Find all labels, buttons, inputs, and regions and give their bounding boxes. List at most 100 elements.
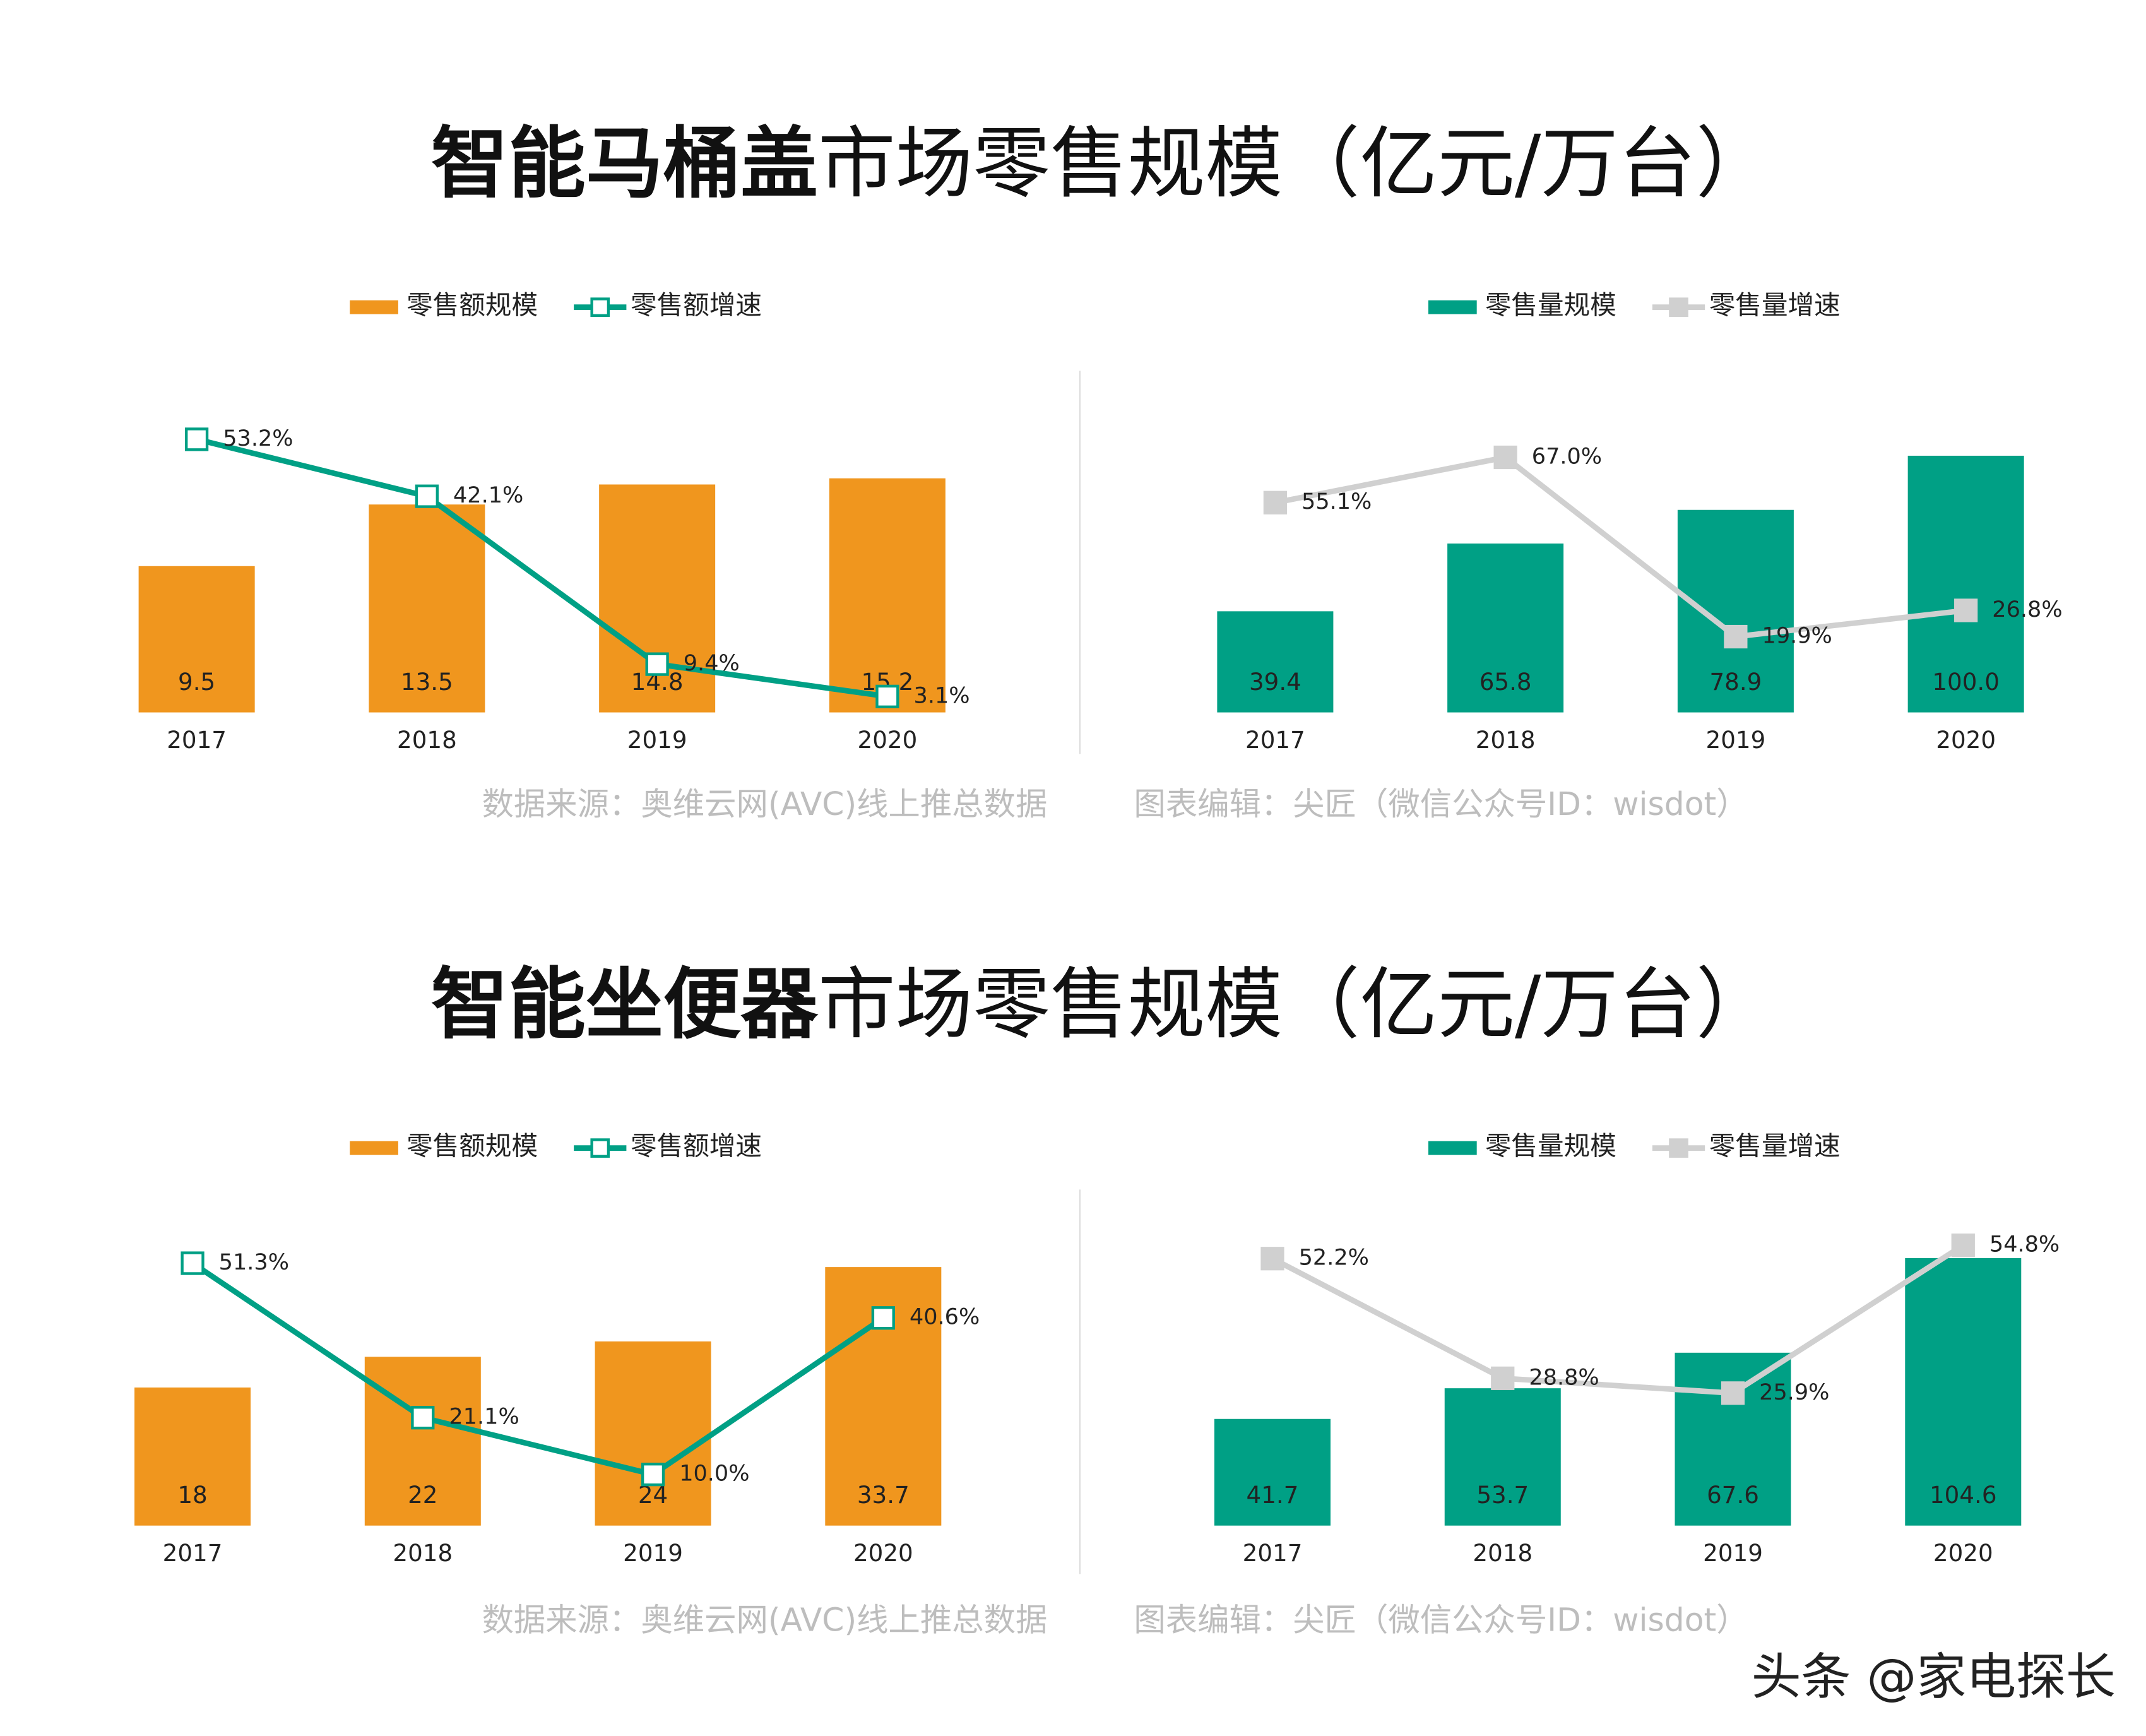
section-title: 智能坐便器市场零售规模（亿元/万台） xyxy=(431,959,1774,1049)
x-tick-label: 2017 xyxy=(1243,1539,1303,1567)
line-value-label: 10.0% xyxy=(679,1461,749,1487)
line-value-label: 25.9% xyxy=(1759,1379,1829,1405)
source-note: 数据来源：奥维云网(AVC)线上推总数据 xyxy=(482,785,1048,823)
line xyxy=(1271,1243,1965,1396)
title-rest: 市场零售规模（亿元/万台） xyxy=(818,118,1773,208)
legend-label: 零售额增速 xyxy=(631,290,762,321)
bar-value-label: 9.5 xyxy=(178,668,215,696)
title-bold: 智能坐便器 xyxy=(431,959,819,1049)
line-value-label: 67.0% xyxy=(1532,443,1602,469)
x-tick-label: 2018 xyxy=(1476,726,1536,754)
bar-value-label: 100.0 xyxy=(1932,668,2000,696)
line-marker xyxy=(415,484,439,508)
bar xyxy=(138,566,255,713)
line-value-label: 55.1% xyxy=(1301,489,1372,514)
bar-value-label: 104.6 xyxy=(1930,1481,1997,1509)
line-marker xyxy=(1491,1366,1515,1390)
line xyxy=(1274,454,1967,640)
x-tick-label: 2018 xyxy=(1473,1539,1532,1567)
line-marker xyxy=(871,1306,895,1330)
x-tick-label: 2019 xyxy=(623,1539,683,1567)
line-marker xyxy=(1954,598,1978,622)
section-title: 智能马桶盖市场零售规模（亿元/万台） xyxy=(431,118,1774,208)
line-value-label: 28.8% xyxy=(1529,1364,1599,1390)
x-tick-label: 2019 xyxy=(1706,726,1766,754)
x-tick-label: 2017 xyxy=(163,1539,223,1567)
bar-value-label: 22 xyxy=(408,1481,437,1509)
bar xyxy=(1214,1418,1331,1526)
bar-value-label: 13.5 xyxy=(401,668,453,696)
legend-label: 零售额规模 xyxy=(406,1131,538,1162)
line-value-label: 40.6% xyxy=(910,1304,980,1330)
editor-note: 图表编辑：尖匠（微信公众号ID：wisdot） xyxy=(1134,1602,1748,1639)
legend-swatch xyxy=(1669,297,1688,317)
bar-value-label: 65.8 xyxy=(1479,668,1532,696)
line-value-label: 3.1% xyxy=(914,682,970,708)
bar xyxy=(364,1357,481,1526)
line-marker xyxy=(645,652,669,676)
legend-label: 零售量规模 xyxy=(1485,290,1616,321)
bar-value-label: 41.7 xyxy=(1247,1481,1299,1509)
line-value-label: 52.2% xyxy=(1299,1245,1369,1271)
x-tick-label: 2020 xyxy=(1933,1539,1993,1567)
legend-label: 零售额规模 xyxy=(406,290,538,321)
editor-note: 图表编辑：尖匠（微信公众号ID：wisdot） xyxy=(1134,785,1748,823)
line-marker xyxy=(1951,1234,1975,1257)
line-value-label: 19.9% xyxy=(1762,623,1832,649)
legend-label: 零售量规模 xyxy=(1485,1131,1616,1162)
line-marker xyxy=(641,1463,665,1487)
title-bold: 智能马桶盖 xyxy=(431,118,818,208)
source-note: 数据来源：奥维云网(AVC)线上推总数据 xyxy=(482,1602,1048,1639)
legend-swatch xyxy=(350,1141,398,1155)
line-value-label: 51.3% xyxy=(219,1249,289,1275)
line-value-label: 9.4% xyxy=(684,650,740,676)
bar-value-label: 53.7 xyxy=(1476,1481,1529,1509)
bar-value-label: 39.4 xyxy=(1249,668,1301,696)
x-tick-label: 2017 xyxy=(167,726,227,754)
bar-value-label: 67.6 xyxy=(1707,1481,1759,1509)
x-tick-label: 2019 xyxy=(1703,1539,1763,1567)
x-tick-label: 2020 xyxy=(853,1539,913,1567)
line xyxy=(196,436,888,699)
legend-swatch xyxy=(1669,1138,1688,1158)
bar xyxy=(1905,1257,2022,1526)
line-marker xyxy=(1263,490,1288,514)
line-marker xyxy=(185,427,209,451)
line-value-label: 54.8% xyxy=(1989,1232,2060,1257)
bar xyxy=(829,478,946,713)
legend-swatch xyxy=(590,1138,610,1158)
line-marker xyxy=(875,684,899,708)
line-marker xyxy=(1724,624,1748,649)
bar xyxy=(1677,509,1794,713)
legend-label: 零售额增速 xyxy=(631,1131,762,1162)
line-marker xyxy=(1260,1247,1284,1271)
x-tick-label: 2019 xyxy=(627,726,687,754)
x-tick-label: 2017 xyxy=(1245,726,1305,754)
legend-swatch xyxy=(590,297,610,317)
line-value-label: 26.8% xyxy=(1992,597,2062,622)
line-value-label: 21.1% xyxy=(449,1404,519,1430)
legend-swatch xyxy=(350,300,398,314)
x-tick-label: 2018 xyxy=(397,726,457,754)
x-tick-label: 2020 xyxy=(858,726,918,754)
line-marker xyxy=(411,1406,435,1430)
bar-value-label: 78.9 xyxy=(1709,668,1762,696)
bar xyxy=(595,1341,711,1526)
line-marker xyxy=(1493,445,1517,470)
legend-label: 零售量增速 xyxy=(1709,1131,1841,1162)
legend-label: 零售量增速 xyxy=(1709,290,1841,321)
bar xyxy=(1217,611,1334,713)
line-value-label: 42.1% xyxy=(453,482,523,508)
line-marker xyxy=(181,1251,205,1275)
line-marker xyxy=(1721,1381,1745,1405)
x-tick-label: 2020 xyxy=(1936,726,1996,754)
bar xyxy=(1447,543,1564,713)
title-rest: 市场零售规模（亿元/万台） xyxy=(818,959,1773,1049)
bar-value-label: 33.7 xyxy=(857,1481,910,1509)
bar-value-label: 18 xyxy=(177,1481,207,1509)
bar xyxy=(1907,455,2024,713)
watermark: 头条 @家电探长 xyxy=(1752,1648,2116,1706)
